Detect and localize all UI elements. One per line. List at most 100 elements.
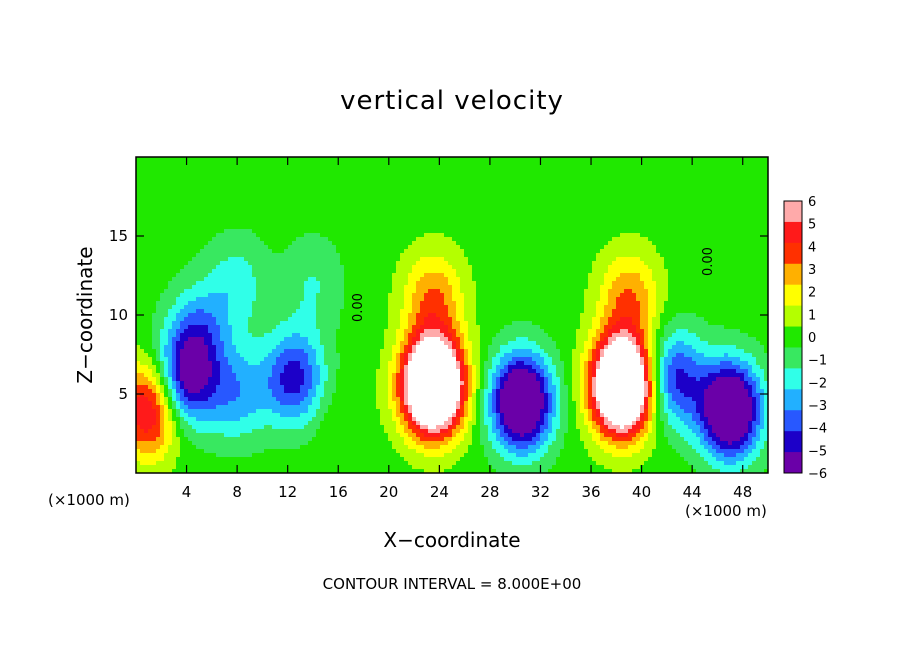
field-cell	[152, 293, 156, 297]
field-cell	[240, 185, 244, 189]
field-cell	[344, 433, 348, 437]
field-cell	[136, 177, 140, 181]
field-cell	[268, 185, 272, 189]
field-cell	[360, 205, 364, 209]
field-cell	[280, 433, 284, 437]
field-cell	[140, 173, 144, 177]
field-cell	[172, 257, 176, 261]
field-cell	[388, 205, 392, 209]
field-cell	[156, 157, 160, 161]
field-cell	[144, 309, 148, 313]
field-cell	[172, 397, 176, 401]
field-cell	[228, 217, 232, 221]
field-cell	[300, 465, 304, 469]
field-cell	[204, 177, 208, 181]
field-cell	[188, 325, 192, 329]
field-cell	[360, 349, 364, 353]
field-cell	[288, 417, 292, 421]
field-cell	[320, 189, 324, 193]
field-cell	[204, 457, 208, 461]
field-cell	[168, 369, 172, 373]
field-cell	[176, 261, 180, 265]
field-cell	[240, 273, 244, 277]
field-cell	[376, 453, 380, 457]
field-cell	[240, 393, 244, 397]
field-cell	[356, 433, 360, 437]
field-cell	[248, 385, 252, 389]
field-cell	[168, 409, 172, 413]
field-cell	[376, 213, 380, 217]
field-cell	[344, 381, 348, 385]
field-cell	[176, 293, 180, 297]
field-cell	[224, 221, 228, 225]
field-cell	[196, 237, 200, 241]
field-cell	[212, 349, 216, 353]
field-cell	[204, 277, 208, 281]
field-cell	[144, 349, 148, 353]
field-cell	[148, 265, 152, 269]
field-cell	[296, 341, 300, 345]
field-cell	[360, 213, 364, 217]
field-cell	[244, 185, 248, 189]
field-cell	[204, 309, 208, 313]
field-cell	[340, 413, 344, 417]
field-cell	[268, 253, 272, 257]
field-cell	[384, 249, 388, 253]
field-cell	[164, 373, 168, 377]
field-cell	[336, 265, 340, 269]
field-cell	[152, 185, 156, 189]
field-cell	[180, 169, 184, 173]
field-cell	[332, 225, 336, 229]
field-cell	[224, 429, 228, 433]
field-cell	[356, 329, 360, 333]
field-cell	[188, 217, 192, 221]
field-cell	[176, 233, 180, 237]
field-cell	[384, 241, 388, 245]
field-cell	[220, 201, 224, 205]
field-cell	[276, 341, 280, 345]
field-cell	[332, 429, 336, 433]
field-cell	[248, 405, 252, 409]
field-cell	[164, 345, 168, 349]
field-cell	[244, 309, 248, 313]
field-cell	[384, 313, 388, 317]
field-cell	[284, 185, 288, 189]
field-cell	[156, 349, 160, 353]
field-cell	[176, 177, 180, 181]
field-cell	[180, 205, 184, 209]
field-cell	[340, 197, 344, 201]
field-cell	[320, 353, 324, 357]
field-cell	[248, 173, 252, 177]
field-cell	[208, 441, 212, 445]
field-cell	[140, 445, 144, 449]
field-cell	[252, 181, 256, 185]
field-cell	[308, 353, 312, 357]
field-cell	[172, 421, 176, 425]
field-cell	[376, 293, 380, 297]
field-cell	[304, 209, 308, 213]
field-cell	[372, 377, 376, 381]
field-cell	[228, 169, 232, 173]
field-cell	[136, 417, 140, 421]
field-cell	[144, 185, 148, 189]
field-cell	[272, 305, 276, 309]
field-cell	[248, 317, 252, 321]
field-cell	[252, 461, 256, 465]
field-cell	[292, 165, 296, 169]
field-cell	[204, 253, 208, 257]
field-cell	[260, 465, 264, 469]
field-cell	[200, 173, 204, 177]
field-cell	[376, 413, 380, 417]
field-cell	[348, 429, 352, 433]
field-cell	[160, 385, 164, 389]
field-cell	[300, 469, 304, 473]
field-cell	[292, 393, 296, 397]
field-cell	[312, 377, 316, 381]
field-cell	[144, 453, 148, 457]
field-cell	[364, 445, 368, 449]
field-cell	[232, 241, 236, 245]
field-cell	[344, 297, 348, 301]
field-cell	[196, 429, 200, 433]
field-cell	[348, 297, 352, 301]
field-cell	[196, 385, 200, 389]
